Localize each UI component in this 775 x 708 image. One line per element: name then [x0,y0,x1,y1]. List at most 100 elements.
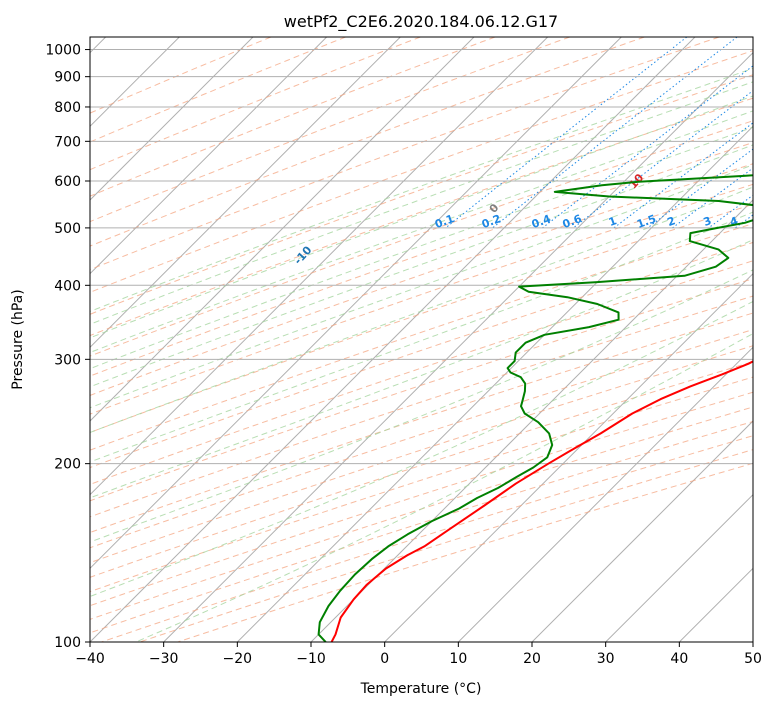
mixing-ratio-label: 4 [728,214,740,229]
x-tick-label: 0 [380,651,389,667]
y-tick-label: 200 [54,457,81,473]
dry-adiabat-line [90,74,753,315]
moist-adiabat-line [135,333,753,642]
x-tick-label: −30 [149,651,179,667]
dry-adiabat-line [90,37,421,171]
mixing-ratio-label: 1.5 [635,212,658,231]
dry-adiabat-line [90,329,753,549]
dry-adiabat-line [90,312,753,534]
y-tick-label: 800 [54,100,81,116]
dry-adiabat-line [90,183,753,415]
moist-adiabat-line [90,67,753,313]
moist-adiabat-line [90,186,753,434]
moist-adiabat-line [90,126,753,370]
dewpoint-profile-line [317,174,753,642]
moist-adiabat-line [90,110,753,354]
dry-adiabat-line [90,361,753,578]
isotherm-line [678,567,753,642]
background-lines [90,37,753,642]
x-tick-label: 50 [744,651,762,667]
x-tick-label: 20 [523,651,541,667]
mixing-ratio-line [572,90,753,229]
isotherm-line [90,37,549,496]
x-axis-label: Temperature (°C) [360,681,482,697]
x-tick-label: −40 [75,651,105,667]
isotherm-line [384,272,753,642]
mixing-ratio-line [492,37,738,229]
dry-adiabat-line [90,391,753,607]
y-tick-label: 900 [54,70,81,86]
dry-adiabat-line [90,50,753,293]
isotherm-line [90,37,254,201]
chart-title: wetPf2_C2E6.2020.184.06.12.G17 [284,12,558,32]
dry-adiabat-line [90,37,272,114]
y-tick-label: 400 [54,278,81,294]
y-tick-label: 600 [54,174,81,190]
isotherm-line [163,51,753,642]
moist-adiabat-line [90,95,753,339]
dry-adiabat-line [90,97,753,337]
mixing-ratio-label: 0.4 [530,212,553,231]
dry-adiabat-line [177,462,753,642]
x-tick-label: 10 [449,651,467,667]
mixing-ratio-line [672,167,753,229]
moist-adiabat-line [90,300,753,597]
mixing-ratio-label: 3 [702,214,714,229]
dry-adiabat-line [90,37,496,197]
mixing-ratio-label: 0.1 [433,212,456,231]
y-tick-label: 100 [54,635,81,651]
x-tick-label: 30 [597,651,615,667]
moist-adiabat-line [90,144,753,388]
dry-adiabat-line [90,260,753,485]
mixing-ratio-label: 2 [665,214,677,229]
profiles [317,174,753,642]
y-tick-label: 300 [54,352,81,368]
isotherm-line [457,346,753,642]
dry-adiabat-line [90,295,753,518]
isotherm-line [90,37,328,275]
dry-adiabat-line [101,435,753,642]
dry-adiabat-line [90,37,720,271]
x-tick-label: −20 [223,651,253,667]
moist-adiabat-line [90,239,753,499]
dry-adiabat-label: -10 [291,243,314,267]
dry-adiabat-line [90,37,570,223]
dry-adiabat-line [90,37,346,143]
dry-adiabat-line [90,37,645,247]
dry-adiabat-line [90,142,753,377]
dry-adiabat-line [90,241,753,469]
mixing-ratio-label: 0.6 [561,212,584,231]
plot-frame [89,36,754,643]
mixing-ratio-line [734,214,753,229]
pressure-gridlines [90,49,753,643]
moist-adiabat-line [90,81,753,325]
isotherm-line [531,420,753,642]
dry-adiabat-line [90,278,753,502]
isotherm-line [90,37,696,642]
isotherm-line [605,493,753,642]
x-tick-label: 40 [670,651,688,667]
moist-adiabat-line [90,269,753,543]
isotherm-line [310,199,753,642]
dry-adiabat-label: 0 [487,201,502,216]
dry-adiabat-line [90,203,753,433]
y-axis: 100 200 300 400 500 600 700 800 900 1000 [45,43,90,651]
y-tick-label: 700 [54,134,81,150]
x-tick-label: −10 [296,651,326,667]
y-tick-label: 500 [54,221,81,237]
y-tick-label: 1000 [45,43,81,59]
isotherm-line [90,37,475,422]
isotherm-line [90,37,401,349]
dry-adiabat-line [90,345,753,564]
mixing-ratio-line [542,65,753,229]
moist-adiabat-line [90,211,753,463]
dry-adiabat-line [90,223,753,451]
mixing-ratio-label: 0.2 [480,212,503,231]
dry-adiabat-line [90,376,753,593]
moist-adiabat-line [90,164,753,409]
x-axis: −40 −30 −20 −10 0 10 20 30 40 50 [75,642,762,667]
y-axis-label: Pressure (hPa) [10,289,26,389]
isotherm-line [90,37,622,570]
